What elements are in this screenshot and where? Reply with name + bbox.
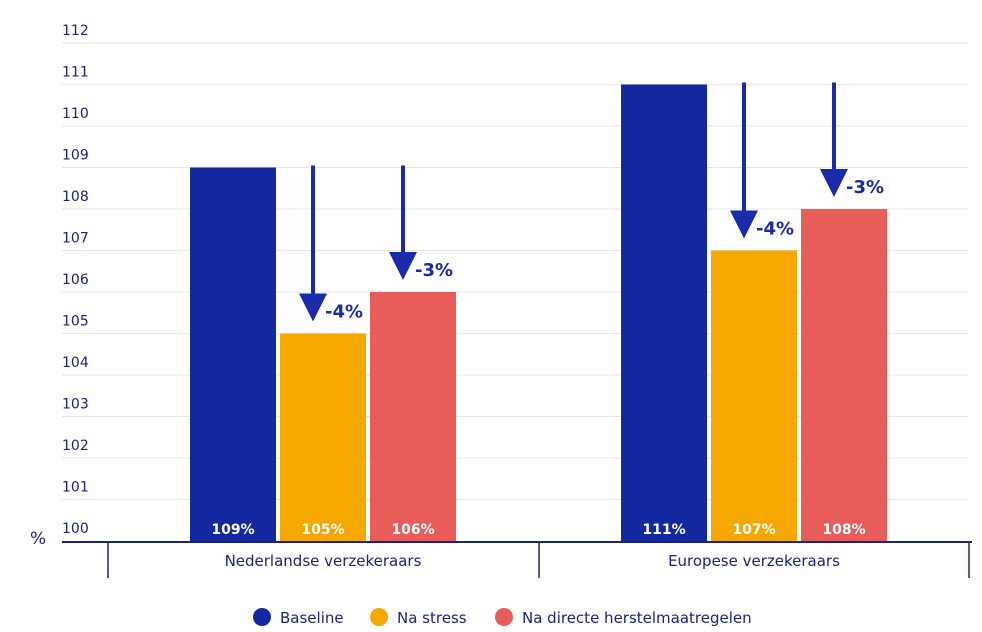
y-axis-label: % <box>30 529 46 549</box>
change-label: -3% <box>846 177 884 198</box>
bar-value-label: 108% <box>822 522 865 538</box>
category-label: Europese verzekeraars <box>668 552 840 570</box>
change-arrow-head <box>730 210 758 239</box>
x-axis: Nederlandse verzekeraars Europese verzeke… <box>62 541 972 578</box>
bar-value-label: 109% <box>211 522 254 538</box>
bar-value-labels: 109% 105% 106% 111% 107% 108% <box>211 522 865 538</box>
y-tick-label: 103 <box>62 397 89 413</box>
bar-value-label: 105% <box>301 522 344 538</box>
y-tick-label: 100 <box>62 521 89 537</box>
bar <box>370 292 456 541</box>
bar <box>801 209 887 541</box>
change-arrow-head <box>389 252 417 280</box>
y-tick-label: 106 <box>62 272 89 288</box>
bar-value-label: 107% <box>732 522 775 538</box>
y-tick-label: 112 <box>62 23 89 39</box>
change-label: -4% <box>325 302 363 323</box>
y-tick-label: 109 <box>62 148 89 164</box>
category-label: Nederlandse verzekeraars <box>225 552 422 570</box>
bars <box>190 84 887 541</box>
bar <box>621 84 707 541</box>
y-tick-label: 107 <box>62 231 89 247</box>
y-axis-ticks: 100 101 102 103 104 105 106 107 108 109 110 111 112 <box>62 23 89 537</box>
legend-swatch <box>253 608 271 626</box>
y-tick-label: 101 <box>62 480 89 496</box>
change-arrows: -4% -3% -4% -3% <box>299 82 884 323</box>
bar <box>190 167 276 541</box>
y-tick-label: 102 <box>62 438 89 454</box>
legend-label: Na directe herstelmaatregelen <box>522 609 752 627</box>
bar-value-label: 106% <box>391 522 434 538</box>
bar-value-label: 111% <box>642 522 685 538</box>
legend-swatch <box>370 608 388 626</box>
legend-swatch <box>495 608 513 626</box>
y-tick-label: 111 <box>62 65 89 81</box>
change-arrow-head <box>820 169 848 197</box>
legend-label: Baseline <box>280 609 344 627</box>
legend: Baseline Na stress Na directe herstelmaatr… <box>253 608 752 627</box>
y-tick-label: 110 <box>62 106 89 122</box>
bar <box>280 333 366 541</box>
change-label: -4% <box>756 219 794 240</box>
change-label: -3% <box>415 260 453 281</box>
change-arrow-head <box>299 293 327 322</box>
y-tick-label: 104 <box>62 355 89 371</box>
y-tick-label: 105 <box>62 314 89 330</box>
y-tick-label: 108 <box>62 189 89 205</box>
bar <box>711 250 797 541</box>
legend-label: Na stress <box>397 609 467 627</box>
